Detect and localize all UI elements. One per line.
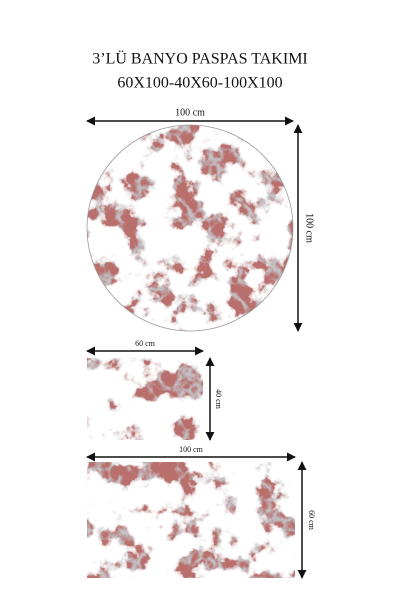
width-label: 60 cm xyxy=(135,339,156,348)
height-label: 60 cm xyxy=(307,510,316,531)
height-label: 40 cm xyxy=(214,389,223,410)
round-mat xyxy=(87,125,293,331)
width-label: 100 cm xyxy=(179,445,204,454)
small-mat xyxy=(87,358,203,440)
width-label: 100 cm xyxy=(175,107,205,118)
height-label: 100 cm xyxy=(304,213,315,243)
title: 3’LÜ BANYO PASPAS TAKIMI xyxy=(92,50,308,68)
large-mat xyxy=(87,462,295,578)
subtitle: 60X100-40X60-100X100 xyxy=(117,75,282,92)
